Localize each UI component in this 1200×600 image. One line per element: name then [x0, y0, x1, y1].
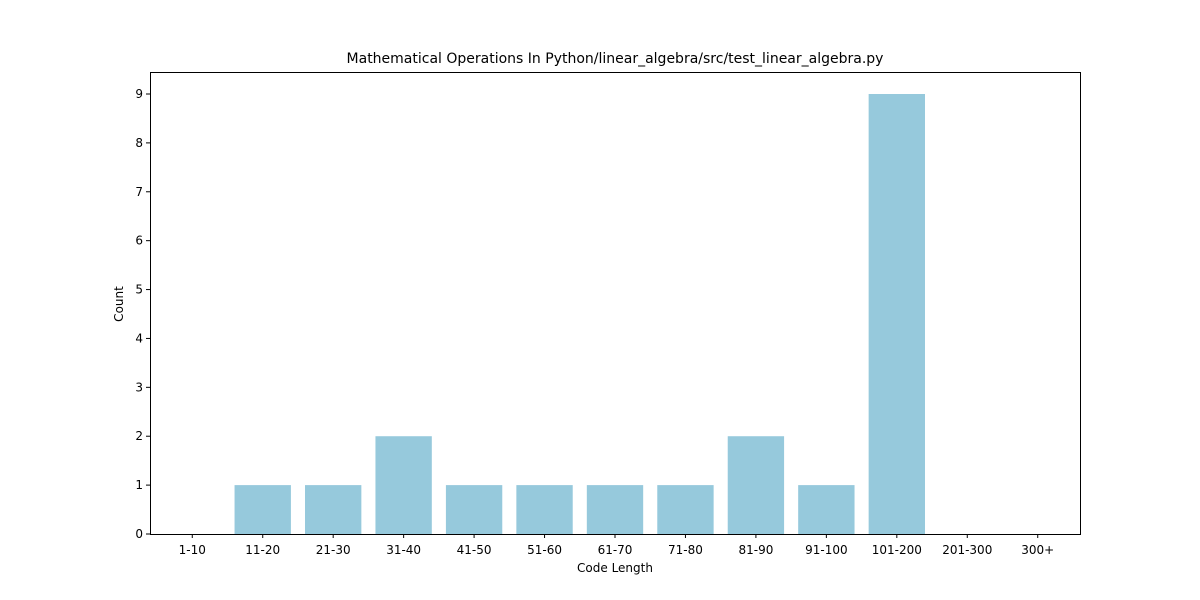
y-axis: 0 1 2 3 4 5 6 7 8 9 — [135, 87, 150, 541]
chart-title: Mathematical Operations In Python/linear… — [347, 51, 884, 67]
bars-group — [234, 94, 925, 534]
bar-31-40 — [375, 436, 432, 534]
x-tick-label: 81-90 — [738, 543, 773, 557]
x-tick-label: 101-200 — [872, 543, 922, 557]
y-tick-label: 2 — [135, 429, 143, 443]
y-axis-label: Count — [112, 286, 126, 322]
bar-81-90 — [727, 436, 785, 534]
x-tick-label: 41-50 — [457, 543, 492, 557]
x-tick-label: 61-70 — [598, 543, 633, 557]
y-tick-label: 1 — [135, 478, 143, 492]
x-tick-label: 91-100 — [805, 543, 848, 557]
bar-11-20 — [234, 485, 291, 534]
y-tick-label: 3 — [135, 380, 143, 394]
bar-101-200 — [868, 94, 925, 534]
y-tick-label: 6 — [135, 234, 143, 248]
x-axis: 1-10 11-20 21-30 31-40 41-50 51-60 61-70 71-80 8… — [179, 534, 1054, 557]
x-tick-label: 51-60 — [527, 543, 562, 557]
x-axis-label: Code Length — [577, 561, 653, 575]
x-tick-label: 11-20 — [245, 543, 280, 557]
x-tick-label: 31-40 — [386, 543, 421, 557]
x-tick-label: 1-10 — [179, 543, 206, 557]
x-tick-label: 300+ — [1021, 543, 1054, 557]
x-tick-label: 71-80 — [668, 543, 703, 557]
y-tick-label: 7 — [135, 185, 143, 199]
bar-91-100 — [798, 485, 855, 534]
y-tick-label: 9 — [135, 87, 143, 101]
x-tick-label: 21-30 — [316, 543, 351, 557]
bar-51-60 — [516, 485, 573, 534]
bar-71-80 — [657, 485, 714, 534]
bar-21-30 — [305, 485, 362, 534]
bar-61-70 — [586, 485, 644, 534]
x-tick-label: 201-300 — [942, 543, 992, 557]
y-tick-label: 0 — [135, 527, 143, 541]
plot-frame — [150, 72, 1081, 535]
y-tick-label: 5 — [135, 283, 143, 297]
y-tick-label: 4 — [135, 331, 143, 345]
y-tick-label: 8 — [135, 136, 143, 150]
bar-41-50 — [445, 485, 503, 534]
